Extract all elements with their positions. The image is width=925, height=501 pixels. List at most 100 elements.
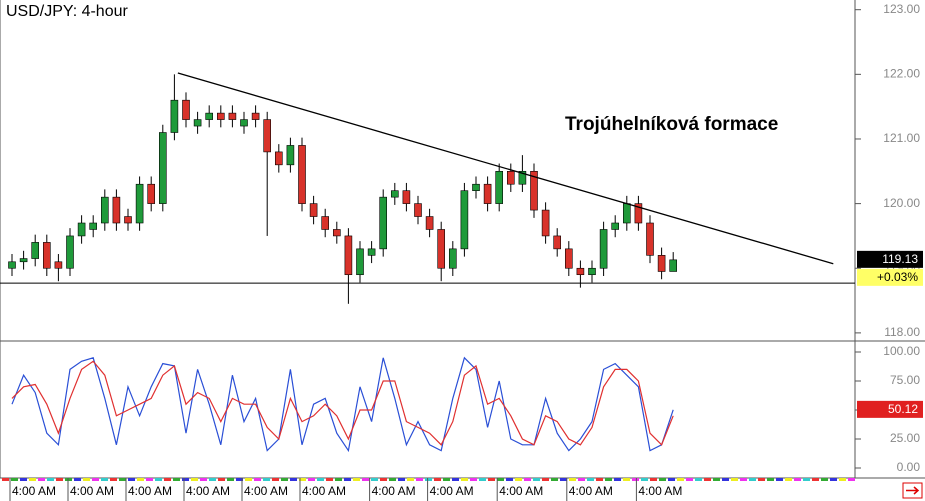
x-tick-label: 4:00 AM: [499, 484, 543, 498]
strip-segment: [290, 478, 297, 481]
strip-segment: [767, 478, 774, 481]
strip-segment: [281, 478, 288, 481]
candle-body: [611, 222, 620, 230]
strip-segment: [245, 478, 252, 481]
strip-segment: [776, 478, 783, 481]
y-tick-label: 120.00: [883, 196, 920, 210]
candle-body: [553, 235, 562, 250]
x-tick-label: 4:00 AM: [569, 484, 613, 498]
strip-segment: [650, 478, 657, 481]
candle-body: [298, 145, 306, 204]
strip-segment: [695, 478, 702, 481]
price-label: 119.13: [882, 252, 918, 266]
y-tick-label: 122.00: [883, 67, 920, 81]
candle-body: [135, 183, 144, 224]
strip-segment: [578, 478, 585, 481]
candle-body: [530, 170, 538, 211]
strip-segment: [101, 478, 108, 481]
price-box: [857, 250, 923, 268]
strip-segment: [200, 478, 207, 481]
strip-segment: [209, 478, 216, 481]
strip-segment: [488, 478, 495, 481]
candle-body: [193, 119, 202, 127]
candle-body: [425, 216, 434, 230]
strip-segment: [443, 478, 450, 481]
strip-segment: [164, 478, 171, 481]
candle-body: [263, 119, 272, 153]
candle-body: [367, 248, 376, 256]
strip-segment: [470, 478, 477, 481]
strip-segment: [74, 478, 81, 481]
strip-segment: [56, 478, 63, 481]
candle-body: [564, 248, 573, 269]
candle-body: [31, 242, 40, 259]
strip-segment: [830, 478, 837, 481]
strip-segment: [371, 478, 378, 481]
candle-body: [286, 145, 295, 166]
strip-segment: [533, 478, 540, 481]
candle-body: [170, 99, 179, 133]
stoch-line: [11, 360, 674, 446]
strip-segment: [362, 478, 369, 481]
candle-body: [205, 112, 213, 120]
strip-segment: [191, 478, 198, 481]
strip-segment: [425, 478, 432, 481]
candle-body: [414, 203, 422, 217]
strip-segment: [11, 478, 18, 481]
candle-body: [77, 222, 86, 237]
candle-body: [448, 248, 457, 269]
strip-segment: [308, 478, 315, 481]
candle-body: [657, 255, 666, 272]
strip-segment: [587, 478, 594, 481]
strip-segment: [821, 478, 828, 481]
y-tick-label: 100.00: [883, 344, 920, 358]
strip-segment: [785, 478, 792, 481]
strip-segment: [155, 478, 162, 481]
strip-segment: [515, 478, 522, 481]
strip-segment: [461, 478, 468, 481]
candle-body: [147, 183, 155, 204]
strip-segment: [326, 478, 333, 481]
strip-segment: [641, 478, 648, 481]
strip-segment: [749, 478, 756, 481]
candle-body: [634, 203, 643, 224]
strip-segment: [452, 478, 459, 481]
strip-segment: [20, 478, 27, 481]
strip-segment: [218, 478, 225, 481]
candle-body: [588, 267, 596, 276]
candle-body: [344, 235, 353, 276]
candle-body: [483, 183, 492, 204]
candle-body: [228, 112, 237, 120]
strip-segment: [731, 478, 738, 481]
candle-body: [472, 183, 480, 191]
strip-segment: [560, 478, 567, 481]
candle-body: [309, 203, 318, 217]
strip-segment: [713, 478, 720, 481]
candle-body: [54, 261, 63, 269]
strip-segment: [227, 478, 234, 481]
strip-segment: [389, 478, 396, 481]
candle-body: [460, 190, 469, 250]
strip-segment: [614, 478, 621, 481]
strip-segment: [92, 478, 99, 481]
strip-segment: [263, 478, 270, 481]
candle-body: [379, 196, 388, 250]
strip-segment: [803, 478, 810, 481]
strip-segment: [299, 478, 306, 481]
strip-segment: [254, 478, 261, 481]
x-tick-label: 4:00 AM: [12, 484, 56, 498]
candle-body: [646, 222, 654, 256]
strip-segment: [794, 478, 801, 481]
candle-body: [390, 190, 399, 198]
y-tick-label: 123.00: [883, 2, 920, 16]
strip-segment: [353, 478, 360, 481]
strip-segment: [236, 478, 243, 481]
change-label: +0.03%: [877, 270, 918, 284]
candle-body: [321, 216, 330, 230]
candle-body: [42, 242, 51, 269]
strip-segment: [848, 478, 855, 481]
candle-body: [182, 99, 190, 120]
candle-body: [332, 229, 341, 237]
strip-segment: [137, 478, 144, 481]
x-tick-label: 4:00 AM: [128, 484, 172, 498]
